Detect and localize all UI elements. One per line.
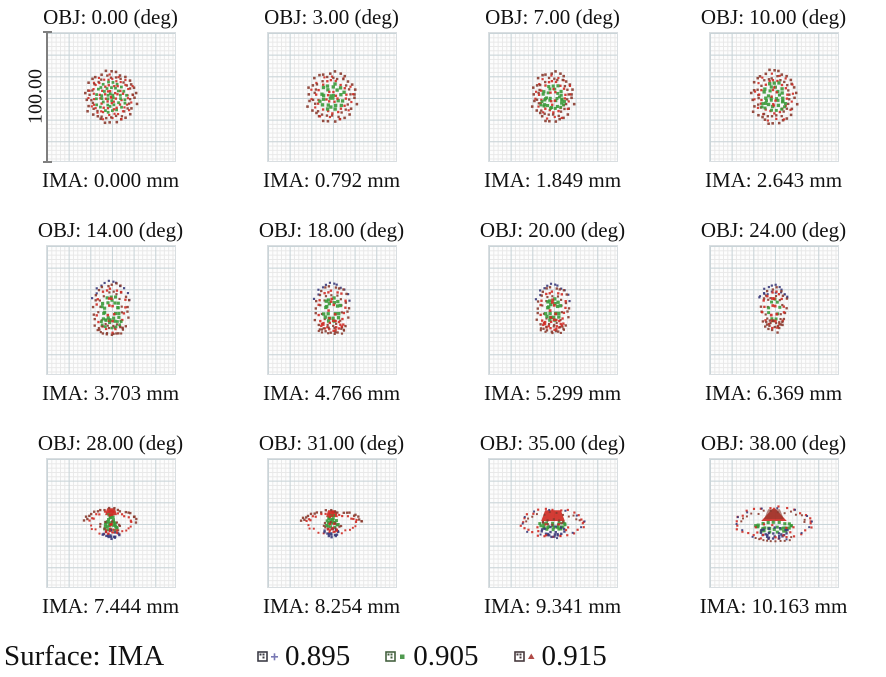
ima-height-label: IMA: 0.792 mm [262,168,401,192]
spot-scatter [299,508,363,539]
ima-height-label: IMA: 9.341 mm [483,594,622,618]
spot-panel: OBJ: 10.00 (deg) IMA: 2.643 mm [663,0,884,213]
spot-scatter [757,283,788,334]
spot-scatter [312,281,351,336]
plot-area [663,245,884,377]
spot-panel: OBJ: 3.00 (deg) IMA: 0.792 mm [221,0,442,213]
plot-area: 100.00 [0,31,221,164]
surface-label: Surface: IMA [4,639,165,672]
legend-entries: 0.895 0.905 0.915 [256,640,641,673]
spot-panel: OBJ: 7.00 (deg) IMA: 1.849 mm [442,0,663,213]
obj-angle-label: OBJ: 3.00 (deg) [264,5,399,29]
spot-grid-box [708,32,839,162]
legend-wavelength: 0.915 [541,639,607,672]
plot-area [442,32,663,164]
obj-angle-label: OBJ: 14.00 (deg) [37,218,184,242]
ima-height-label: IMA: 7.444 mm [41,594,180,618]
spot-panel: OBJ: 20.00 (deg) IMA: 5.299 mm [442,213,663,426]
spot-panel: OBJ: 0.00 (deg) 100.00 IMA: 0.000 mm [0,0,221,213]
legend-marker-icon [257,650,278,662]
spot-panel-grid: OBJ: 0.00 (deg) 100.00 IMA: 0.000 mm OBJ… [0,0,884,639]
ima-height-label: IMA: 6.369 mm [704,381,843,405]
spot-grid-box [45,458,176,588]
spot-scatter [530,70,575,123]
obj-angle-label: OBJ: 0.00 (deg) [43,5,178,29]
spot-panel: OBJ: 24.00 (deg) IMA: 6.369 mm [663,213,884,426]
spot-scatter [83,69,138,125]
ima-height-label: IMA: 2.643 mm [704,168,843,192]
ima-height-label: IMA: 5.299 mm [483,381,622,405]
spot-scatter [749,68,798,125]
spot-grid-box [708,245,839,375]
plot-area [221,32,442,164]
spot-grid-box [266,32,397,162]
spot-scatter [735,505,813,543]
obj-angle-label: OBJ: 20.00 (deg) [479,218,626,242]
obj-angle-label: OBJ: 24.00 (deg) [700,218,847,242]
legend-entry: 0.895 [256,640,350,673]
legend-wavelength: 0.905 [413,639,479,672]
spot-panel: OBJ: 35.00 (deg) IMA: 9.341 mm [442,426,663,639]
legend-entry: 0.905 [384,639,479,673]
spot-panel: OBJ: 18.00 (deg) IMA: 4.766 mm [221,213,442,426]
legend-marker-icon [513,650,534,662]
obj-angle-label: OBJ: 7.00 (deg) [485,5,620,29]
plot-area [663,458,884,590]
spot-scatter [519,507,586,540]
spot-grid-box [487,245,618,375]
scale-bar-label: 100.00 [24,69,46,124]
obj-angle-label: OBJ: 35.00 (deg) [479,431,626,455]
plot-area [663,32,884,164]
spot-panel: OBJ: 28.00 (deg) IMA: 7.444 mm [0,426,221,639]
ima-height-label: IMA: 10.163 mm [699,594,848,618]
obj-angle-label: OBJ: 18.00 (deg) [258,218,405,242]
spot-grid-box [266,245,397,375]
obj-angle-label: OBJ: 10.00 (deg) [700,5,847,29]
spot-grid-box [708,458,839,588]
obj-angle-label: OBJ: 31.00 (deg) [258,431,405,455]
obj-angle-label: OBJ: 38.00 (deg) [700,431,847,455]
spot-grid-box [266,458,397,588]
spot-panel: OBJ: 14.00 (deg) IMA: 3.703 mm [0,213,221,426]
legend: Surface: IMA 0.895 0.905 0.915 [0,639,886,673]
legend-entry: 0.915 [513,640,607,673]
scale-bar [42,31,52,163]
spot-grid-box [45,245,176,375]
spot-panel: OBJ: 31.00 (deg) IMA: 8.254 mm [221,426,442,639]
spot-grid-box [487,32,618,162]
spot-scatter [534,282,571,335]
spot-grid-box [45,32,176,162]
legend-wavelength: 0.895 [285,639,351,672]
spot-scatter [82,506,137,541]
ima-height-label: IMA: 3.703 mm [41,381,180,405]
ima-height-label: IMA: 0.000 mm [41,168,180,192]
ima-height-label: IMA: 4.766 mm [262,381,401,405]
obj-angle-label: OBJ: 28.00 (deg) [37,431,184,455]
ima-height-label: IMA: 8.254 mm [262,594,401,618]
plot-area [221,458,442,590]
plot-area [0,458,221,590]
plot-area [442,245,663,377]
plot-area [221,245,442,377]
plot-area [442,458,663,590]
legend-marker-icon [385,650,405,662]
spot-scatter [90,279,130,337]
spot-scatter [305,70,358,123]
spot-grid-box [487,458,618,588]
plot-area [0,245,221,377]
ima-height-label: IMA: 1.849 mm [483,168,622,192]
spot-panel: OBJ: 38.00 (deg) IMA: 10.163 mm [663,426,884,639]
